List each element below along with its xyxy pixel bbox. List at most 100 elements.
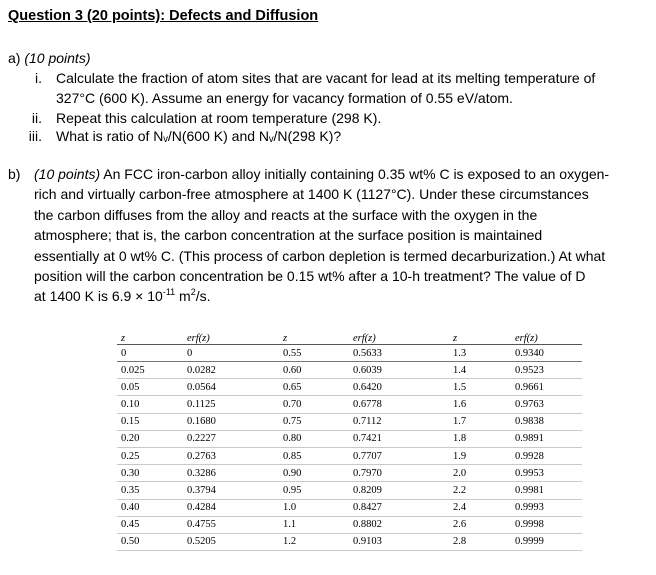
diffusivity-unit: m bbox=[175, 288, 191, 305]
part-b-line: the carbon diffuses from the alloy and r… bbox=[34, 206, 538, 223]
z-cell: 0.025 bbox=[117, 361, 179, 380]
item-text-line: What is ratio of Nᵥ/N(600 K) and Nᵥ/N(29… bbox=[56, 128, 342, 144]
erf-cell: 0.9523 bbox=[507, 361, 582, 380]
z-cell: 0.15 bbox=[117, 413, 179, 431]
item-number: iii. bbox=[28, 128, 42, 144]
part-b: b) (10 points) An FCC iron-carbon alloy i… bbox=[8, 164, 643, 307]
erf-cell: 0.9838 bbox=[507, 413, 582, 431]
part-b-line: essentially at 0 wt% C. (This process of… bbox=[34, 247, 606, 264]
column-header: z bbox=[449, 329, 507, 345]
z-cell: 0.55 bbox=[279, 344, 345, 362]
erf-cell: 0.1125 bbox=[179, 395, 279, 414]
part-a-label: a) bbox=[8, 50, 21, 66]
erf-cell: 0.1680 bbox=[179, 413, 279, 431]
erf-cell: 0.0282 bbox=[179, 361, 279, 380]
part-b-line: atmosphere; that is, the carbon concentr… bbox=[34, 227, 543, 244]
erf-cell: 0.6778 bbox=[345, 395, 449, 414]
table-row: 0.25 0.2763 0.85 0.7707 1.9 0.9928 bbox=[117, 447, 582, 466]
erf-cell: 0.9981 bbox=[507, 481, 582, 500]
z-cell: 0.50 bbox=[117, 533, 179, 552]
part-a-points: (10 points) bbox=[24, 50, 91, 66]
erf-cell: 0.7970 bbox=[345, 464, 449, 483]
part-b-points: (10 points) bbox=[34, 166, 101, 182]
erf-cell: 0.7421 bbox=[345, 430, 449, 448]
table-row: 0.025 0.0282 0.60 0.6039 1.4 0.9523 bbox=[117, 361, 582, 380]
column-header: erf(z) bbox=[179, 329, 279, 345]
table-header-row: z erf(z) z erf(z) z erf(z) bbox=[117, 329, 582, 345]
z-cell: 0.60 bbox=[279, 361, 345, 380]
erf-cell: 0.7112 bbox=[345, 413, 449, 431]
z-cell: 0.80 bbox=[279, 430, 345, 448]
z-cell: 2.8 bbox=[449, 533, 507, 552]
question-title: Question 3 (20 points): Defects and Diff… bbox=[8, 8, 319, 24]
table-row: 0.20 0.2227 0.80 0.7421 1.8 0.9891 bbox=[117, 430, 582, 448]
part-b-last-line: at 1400 K is 6.9 × 10-11 m2/s. bbox=[8, 286, 643, 306]
erf-cell: 0.2227 bbox=[179, 430, 279, 448]
z-cell: 1.0 bbox=[279, 499, 345, 517]
z-cell: 0.85 bbox=[279, 447, 345, 466]
erf-cell: 0.9891 bbox=[507, 430, 582, 448]
z-cell: 0.05 bbox=[117, 378, 179, 397]
z-cell: 1.4 bbox=[449, 361, 507, 380]
erf-cell: 0.6039 bbox=[345, 361, 449, 380]
table-row: 0.30 0.3286 0.90 0.7970 2.0 0.9953 bbox=[117, 464, 582, 483]
column-header: z bbox=[117, 329, 179, 345]
erf-cell: 0.5633 bbox=[345, 344, 449, 362]
z-cell: 1.2 bbox=[279, 533, 345, 552]
z-cell: 2.4 bbox=[449, 499, 507, 517]
erf-cell: 0.4284 bbox=[179, 499, 279, 517]
z-cell: 2.2 bbox=[449, 481, 507, 500]
table-row: 0.50 0.5205 1.2 0.9103 2.8 0.9999 bbox=[117, 533, 582, 552]
column-header: z bbox=[279, 329, 345, 345]
erf-cell: 0.4755 bbox=[179, 516, 279, 534]
z-cell: 0.95 bbox=[279, 481, 345, 500]
erf-cell: 0 bbox=[179, 344, 279, 362]
z-cell: 0.25 bbox=[117, 447, 179, 466]
diffusivity-exponent: -11 bbox=[162, 287, 176, 298]
z-cell: 1.5 bbox=[449, 378, 507, 397]
erf-cell: 0.3794 bbox=[179, 481, 279, 500]
z-cell: 0.45 bbox=[117, 516, 179, 534]
erf-cell: 0.9993 bbox=[507, 499, 582, 517]
z-cell: 0 bbox=[117, 344, 179, 362]
erf-cell: 0.8209 bbox=[345, 481, 449, 500]
erf-cell: 0.0564 bbox=[179, 378, 279, 397]
z-cell: 1.6 bbox=[449, 395, 507, 414]
item-text-line: Calculate the fraction of atom sites tha… bbox=[56, 70, 596, 86]
erf-cell: 0.9103 bbox=[345, 533, 449, 552]
table-row: 0.15 0.1680 0.75 0.7112 1.7 0.9838 bbox=[117, 413, 582, 431]
item-number: i. bbox=[35, 70, 42, 86]
erf-cell: 0.3286 bbox=[179, 464, 279, 483]
diffusivity-text: at 1400 K is 6.9 × 10 bbox=[34, 288, 163, 305]
table-body: 0 0 0.55 0.5633 1.3 0.9340 0.025 0.0282 0.60 0.60… bbox=[117, 344, 582, 552]
erf-cell: 0.8802 bbox=[345, 516, 449, 534]
z-cell: 0.75 bbox=[279, 413, 345, 431]
column-header: erf(z) bbox=[507, 329, 582, 345]
z-cell: 1.1 bbox=[279, 516, 345, 534]
erf-cell: 0.5205 bbox=[179, 533, 279, 552]
z-cell: 0.90 bbox=[279, 464, 345, 483]
z-cell: 0.40 bbox=[117, 499, 179, 517]
z-cell: 0.30 bbox=[117, 464, 179, 483]
table-row: 0.35 0.3794 0.95 0.8209 2.2 0.9981 bbox=[117, 481, 582, 500]
erf-cell: 0.9998 bbox=[507, 516, 582, 534]
table-row: 0 0 0.55 0.5633 1.3 0.9340 bbox=[117, 344, 582, 362]
item-text-line: Repeat this calculation at room temperat… bbox=[56, 110, 382, 126]
part-b-label: b) bbox=[8, 166, 21, 182]
z-cell: 1.8 bbox=[449, 430, 507, 448]
erf-cell: 0.9953 bbox=[507, 464, 582, 483]
z-cell: 1.7 bbox=[449, 413, 507, 431]
item-text-line: 327°C (600 K). Assume an energy for vaca… bbox=[56, 90, 513, 106]
z-cell: 0.65 bbox=[279, 378, 345, 397]
z-cell: 1.9 bbox=[449, 447, 507, 466]
part-a-header: a) (10 points) bbox=[8, 48, 91, 68]
z-cell: 0.20 bbox=[117, 430, 179, 448]
erf-table: z erf(z) z erf(z) z erf(z) 0 0 0.55 0.5633 1… bbox=[117, 329, 582, 552]
erf-cell: 0.9928 bbox=[507, 447, 582, 466]
z-cell: 1.3 bbox=[449, 344, 507, 362]
diffusivity-unit-exponent: 2 bbox=[190, 287, 196, 298]
erf-cell: 0.8427 bbox=[345, 499, 449, 517]
erf-cell: 0.6420 bbox=[345, 378, 449, 397]
erf-cell: 0.9661 bbox=[507, 378, 582, 397]
erf-cell: 0.7707 bbox=[345, 447, 449, 466]
